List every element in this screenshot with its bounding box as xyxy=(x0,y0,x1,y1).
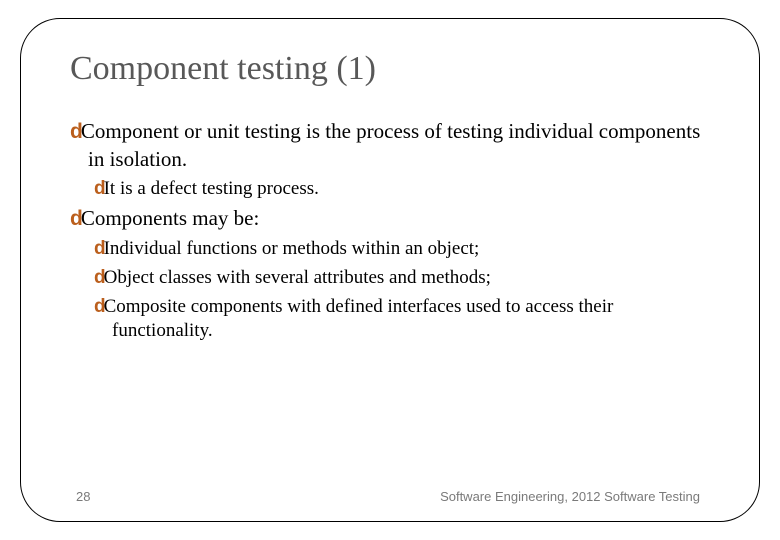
bullet-text: It is a defect testing process. xyxy=(104,178,319,199)
bullet-item: dComponent or unit testing is the proces… xyxy=(88,118,710,173)
bullet-glyph-icon: d xyxy=(94,296,104,317)
slide-content: Component testing (1) dComponent or unit… xyxy=(70,50,710,480)
bullet-item: dIt is a defect testing process. xyxy=(112,177,710,202)
page-number: 28 xyxy=(76,489,90,504)
bullet-text: Composite components with defined interf… xyxy=(104,296,614,342)
bullet-item: dComposite components with defined inter… xyxy=(112,295,710,344)
footer-text: Software Engineering, 2012 Software Test… xyxy=(440,489,700,504)
bullet-item: dIndividual functions or methods within … xyxy=(112,237,710,262)
bullet-text: Object classes with several attributes a… xyxy=(104,267,491,288)
bullet-text: Components may be: xyxy=(81,206,259,230)
bullet-text: Component or unit testing is the process… xyxy=(81,119,700,171)
bullet-glyph-icon: d xyxy=(70,207,81,230)
bullet-glyph-icon: d xyxy=(94,238,104,259)
bullet-item: dObject classes with several attributes … xyxy=(112,266,710,291)
bullet-glyph-icon: d xyxy=(70,120,81,143)
slide: Component testing (1) dComponent or unit… xyxy=(0,0,780,540)
bullet-item: dComponents may be: xyxy=(88,205,710,233)
bullet-text: Individual functions or methods within a… xyxy=(104,238,480,259)
bullet-glyph-icon: d xyxy=(94,267,104,288)
slide-title: Component testing (1) xyxy=(70,50,710,88)
bullet-glyph-icon: d xyxy=(94,178,104,199)
